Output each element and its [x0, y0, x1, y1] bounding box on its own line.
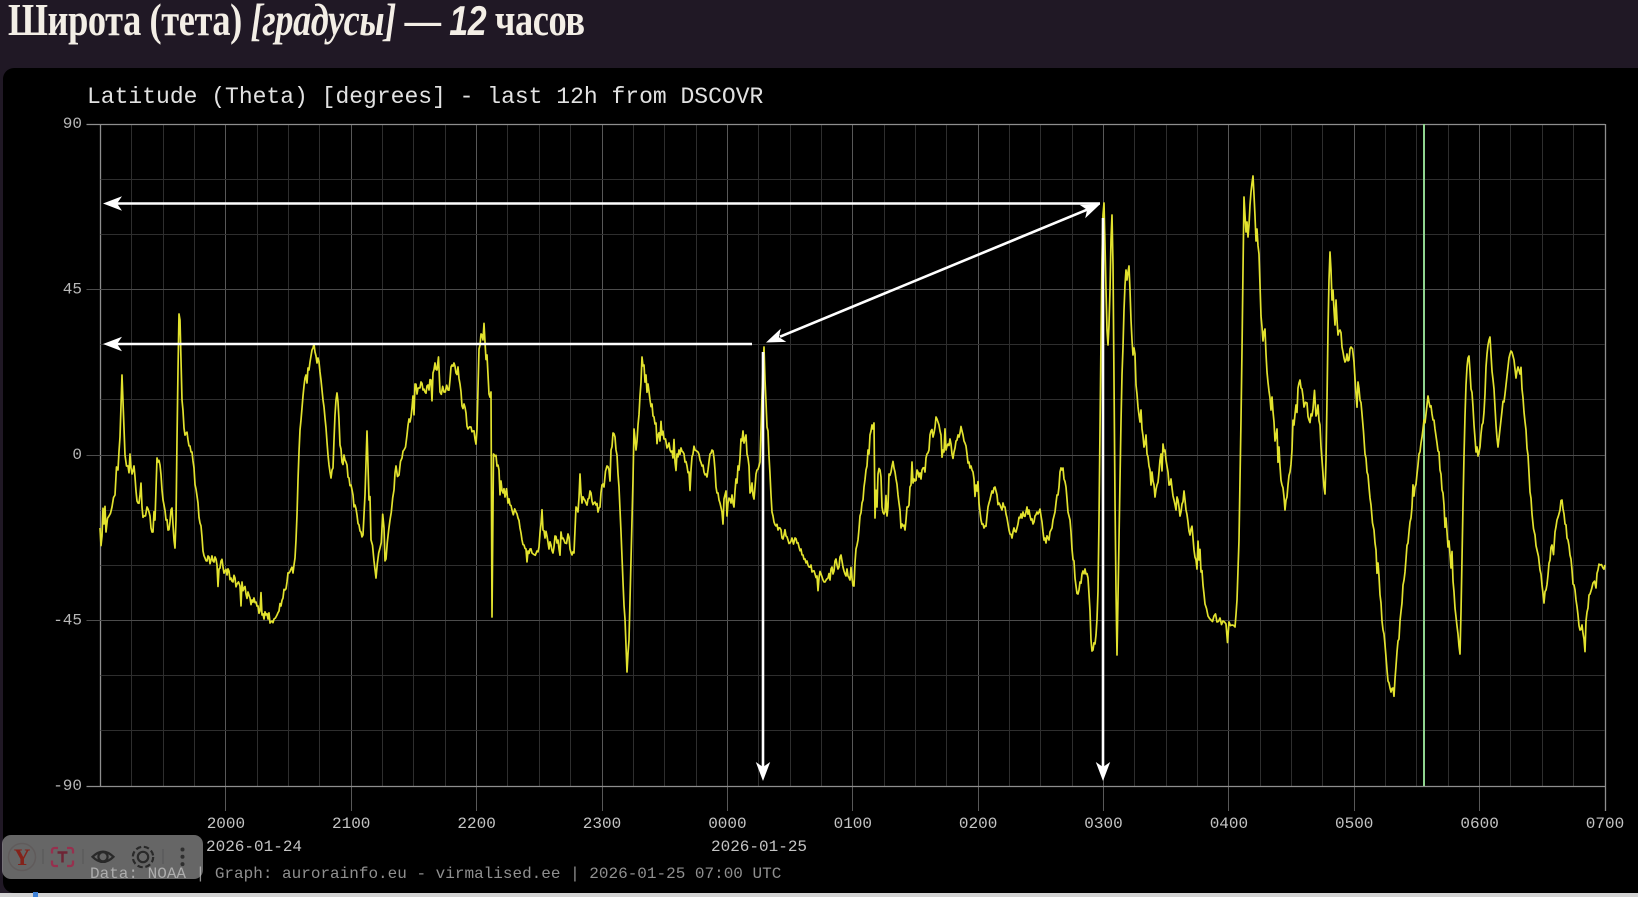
svg-text:Latitude (Theta) [degrees] - l: Latitude (Theta) [degrees] - last 12h fr… [87, 84, 764, 110]
svg-text:2026-01-24: 2026-01-24 [206, 838, 302, 856]
svg-text:0600: 0600 [1460, 815, 1498, 833]
svg-text:0500: 0500 [1335, 815, 1373, 833]
svg-text:0200: 0200 [959, 815, 997, 833]
svg-text:2300: 2300 [583, 815, 621, 833]
svg-text:2100: 2100 [332, 815, 370, 833]
svg-text:0: 0 [72, 446, 82, 464]
svg-text:0300: 0300 [1084, 815, 1122, 833]
svg-text:0000: 0000 [708, 815, 746, 833]
svg-text:2200: 2200 [457, 815, 495, 833]
svg-text:0700: 0700 [1586, 815, 1624, 833]
svg-text:90: 90 [63, 115, 82, 133]
svg-text:Data: NOAA | Graph: aurorainfo: Data: NOAA | Graph: aurorainfo.eu - virm… [90, 865, 781, 883]
svg-text:-45: -45 [53, 612, 82, 630]
svg-text:0100: 0100 [834, 815, 872, 833]
svg-text:Y: Y [13, 845, 30, 870]
svg-text:2000: 2000 [207, 815, 245, 833]
svg-text:-90: -90 [53, 777, 82, 795]
svg-text:45: 45 [63, 281, 82, 299]
svg-text:2026-01-25: 2026-01-25 [711, 838, 807, 856]
svg-text:0400: 0400 [1210, 815, 1248, 833]
